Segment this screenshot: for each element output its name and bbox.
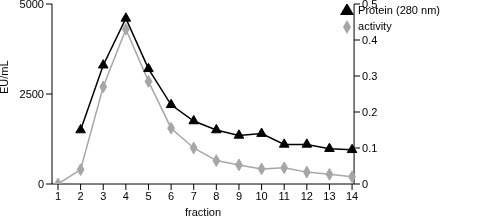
svg-text:5: 5	[145, 190, 151, 202]
svg-text:5000: 5000	[20, 0, 44, 10]
svg-text:6: 6	[168, 190, 174, 202]
svg-text:fraction: fraction	[185, 206, 221, 218]
svg-text:11: 11	[278, 190, 289, 202]
svg-text:0.2: 0.2	[362, 106, 377, 118]
svg-text:EU/mL: EU/mL	[8, 60, 10, 94]
svg-text:0.5: 0.5	[362, 0, 377, 10]
svg-text:0: 0	[362, 178, 368, 190]
svg-text:10: 10	[255, 190, 267, 202]
svg-text:9: 9	[236, 190, 242, 202]
svg-text:4: 4	[123, 190, 129, 202]
svg-text:1: 1	[55, 190, 61, 202]
svg-text:0.4: 0.4	[362, 34, 377, 46]
svg-text:7: 7	[191, 190, 197, 202]
svg-text:0.1: 0.1	[362, 142, 377, 154]
svg-text:14: 14	[346, 190, 358, 202]
svg-text:2: 2	[78, 190, 84, 202]
svg-text:0.3: 0.3	[362, 70, 377, 82]
svg-text:2500: 2500	[20, 88, 44, 100]
svg-text:13: 13	[323, 190, 335, 202]
svg-text:12: 12	[301, 190, 313, 202]
svg-text:8: 8	[213, 190, 219, 202]
svg-text:3: 3	[100, 190, 106, 202]
svg-text:0: 0	[38, 178, 44, 190]
